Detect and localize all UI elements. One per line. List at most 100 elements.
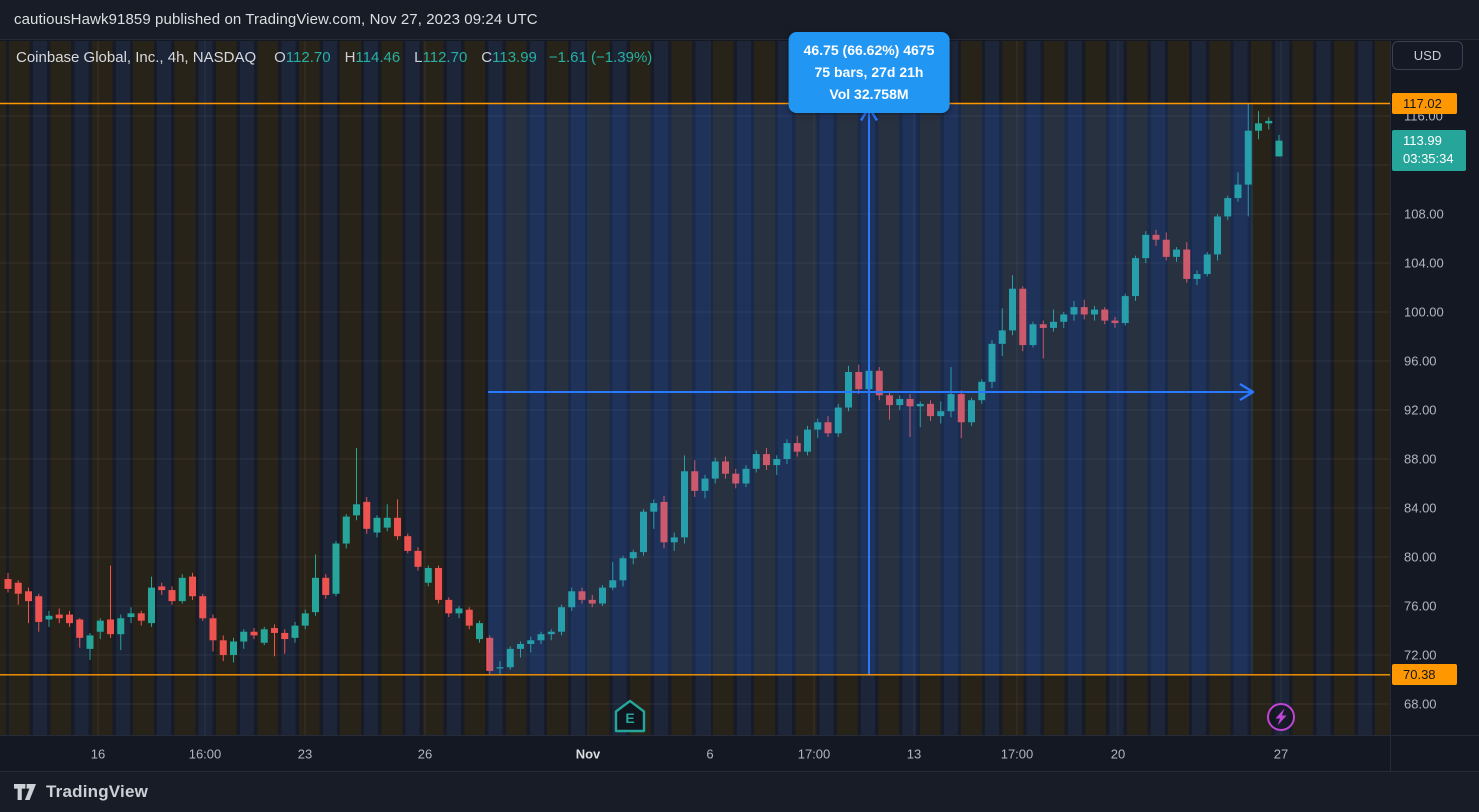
price-line-badge: 70.38: [1392, 664, 1457, 686]
time-axis[interactable]: 16 16:00 23 26 Nov 6 17:00 13 17:00 20 27: [0, 735, 1390, 771]
price-axis-label: 104.00: [1404, 255, 1444, 271]
candle-down: [927, 403, 934, 417]
candle-down: [137, 613, 145, 621]
measure-region[interactable]: [488, 103, 1253, 675]
candle-down: [66, 614, 73, 624]
earnings-letter: E: [625, 710, 634, 726]
candle-down: [35, 596, 43, 622]
tradingview-brand-text[interactable]: TradingView: [46, 782, 149, 801]
tradingview-logo-icon[interactable]: [14, 783, 37, 801]
candle-up: [148, 587, 155, 624]
time-axis-label: 6: [706, 746, 714, 761]
low-value: 112.70: [422, 48, 468, 66]
earnings-icon[interactable]: E: [614, 699, 646, 733]
candle-up: [1029, 324, 1037, 346]
candle-down: [55, 614, 63, 619]
candle-down: [168, 590, 176, 602]
candle-up: [1009, 288, 1016, 331]
candle-up: [1050, 321, 1057, 328]
candle-down: [322, 577, 330, 595]
candle-up: [1132, 258, 1139, 297]
time-axis-label: 27: [1273, 746, 1289, 761]
close-value: 113.99: [492, 48, 537, 66]
candle-up: [773, 459, 781, 466]
open-value: 112.70: [285, 48, 331, 66]
candle-up: [988, 343, 996, 382]
candle-down: [763, 454, 770, 466]
candle-down: [1162, 239, 1170, 257]
candle-down: [445, 599, 453, 614]
candle-down: [1080, 307, 1088, 315]
price-axis-label: 68.00: [1404, 696, 1437, 712]
candle-up: [332, 543, 340, 594]
change-value: −1.61 (−1.39%): [548, 48, 653, 66]
time-axis-label: 16:00: [188, 746, 222, 761]
candle-down: [250, 631, 258, 636]
candle-down: [886, 395, 893, 406]
candle-up: [517, 643, 524, 649]
candle-up: [1234, 184, 1242, 199]
candle-up: [537, 634, 545, 641]
candle-down: [404, 536, 412, 551]
candle-up: [117, 618, 125, 635]
candle-up: [968, 400, 975, 423]
candle-down: [465, 609, 473, 626]
last-price-value: 113.99: [1403, 133, 1442, 149]
price-line-badge: 117.02: [1392, 93, 1457, 114]
price-axis-label: 88.00: [1404, 451, 1437, 467]
candle-up: [947, 394, 955, 412]
candle-up: [814, 422, 822, 430]
candle-down: [14, 582, 22, 594]
candle-up: [230, 641, 237, 655]
candle-down: [855, 372, 863, 390]
candle-up: [127, 613, 135, 618]
time-axis-label: 26: [417, 746, 433, 761]
candle-down: [107, 619, 114, 635]
candle-down: [1111, 320, 1119, 324]
candle-down: [957, 394, 965, 423]
candle-up: [804, 429, 811, 452]
chart-canvas[interactable]: E: [0, 41, 1390, 735]
candlestick-chart[interactable]: E: [0, 41, 1390, 735]
price-axis-label: 92.00: [1404, 402, 1437, 418]
candle-down: [271, 628, 278, 633]
candle-up: [1214, 216, 1221, 255]
price-axis-label: 100.00: [1404, 304, 1444, 320]
candle-up: [834, 407, 842, 434]
candle-up: [496, 667, 504, 669]
candle-up: [845, 372, 852, 408]
time-axis-label: 16: [90, 746, 106, 761]
close-label: C: [481, 48, 493, 66]
candle-down: [199, 596, 207, 619]
candle-down: [363, 501, 371, 529]
candle-up: [937, 411, 945, 417]
symbol-title: Coinbase Global, Inc., 4h, NASDAQ: [16, 48, 257, 66]
candle-up: [1142, 234, 1150, 259]
candle-down: [394, 517, 401, 537]
price-axis[interactable]: 116.00112.00108.00104.00100.0096.0092.00…: [1390, 41, 1479, 735]
candle-up: [742, 468, 750, 484]
candle-up: [896, 398, 904, 406]
candle-down: [281, 632, 289, 640]
high-value: 114.46: [355, 48, 401, 66]
candle-up: [916, 403, 924, 407]
candle-down: [1019, 288, 1027, 346]
candle-up: [260, 629, 268, 643]
currency-button[interactable]: USD: [1392, 41, 1463, 70]
candle-up: [373, 517, 381, 533]
publish-bar: cautiousHawk91859 published on TradingVi…: [0, 0, 1479, 40]
candle-down: [25, 591, 32, 602]
price-axis-label: 80.00: [1404, 549, 1437, 565]
candle-down: [1183, 249, 1191, 279]
candle-down: [1152, 234, 1160, 240]
high-label: H: [344, 48, 356, 66]
lightning-icon[interactable]: [1267, 703, 1295, 731]
candle-down: [588, 599, 596, 604]
time-axis-label: 17:00: [797, 746, 831, 761]
candles-layer: [4, 103, 1283, 675]
price-axis-label: 84.00: [1404, 500, 1437, 516]
candle-up: [1091, 309, 1098, 315]
candle-down: [414, 550, 422, 567]
candle-up: [1070, 307, 1078, 315]
candle-up: [1193, 274, 1201, 279]
